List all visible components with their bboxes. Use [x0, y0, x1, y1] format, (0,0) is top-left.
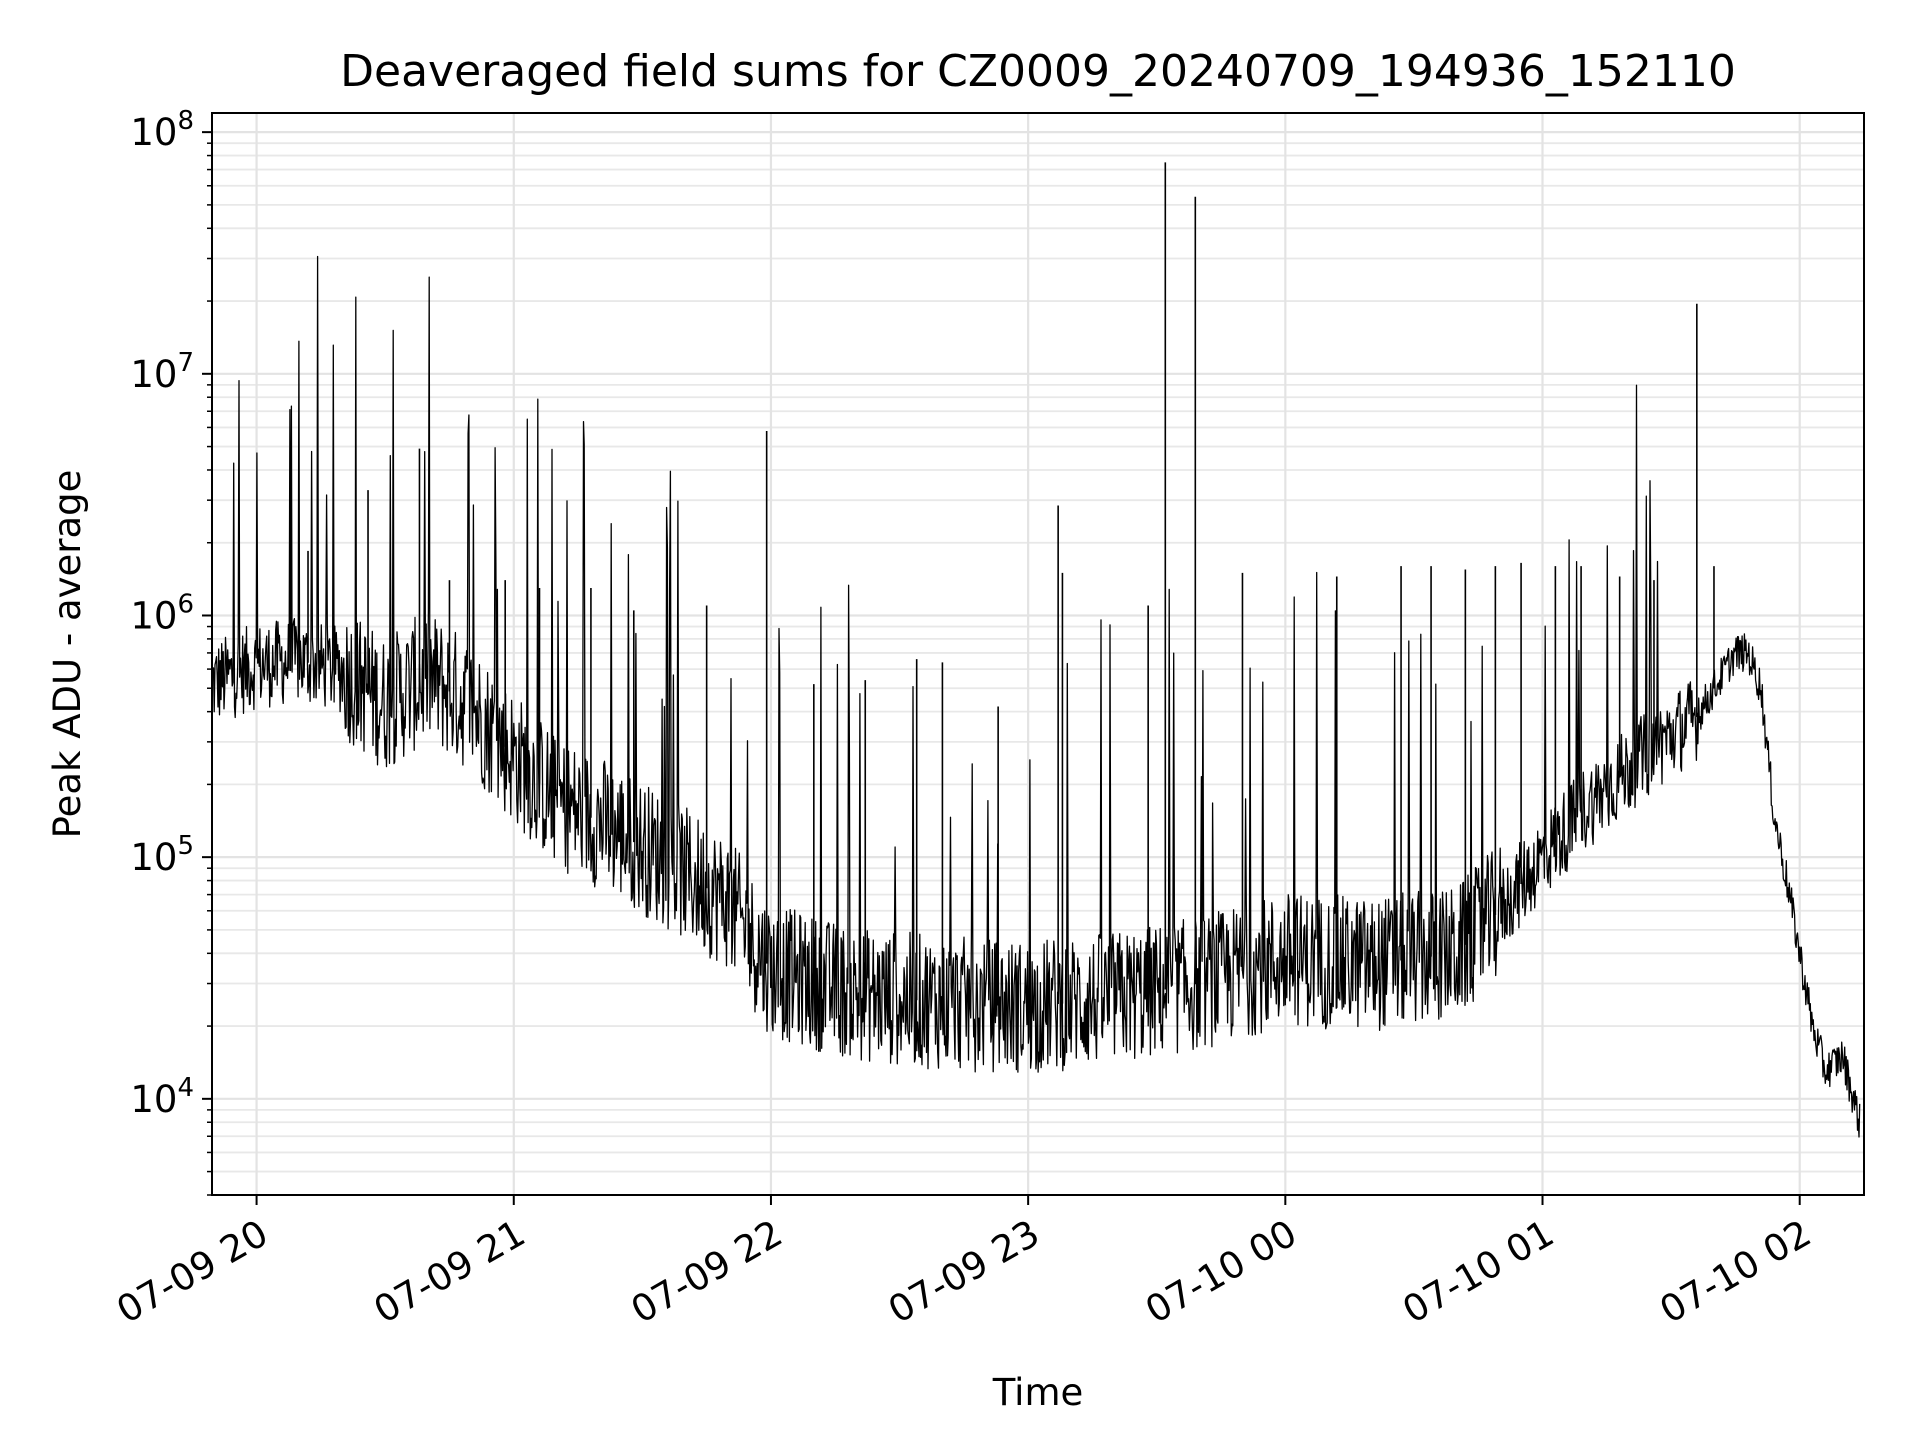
y-tick-label: 108 [130, 106, 194, 154]
x-tick-label: 07-10 02 [1653, 1212, 1819, 1332]
x-tick-label: 07-10 00 [1138, 1212, 1304, 1332]
plot-frame [211, 112, 1865, 1196]
x-tick-label: 07-09 20 [110, 1212, 276, 1332]
x-tick-label: 07-09 21 [367, 1212, 533, 1332]
y-tick-label: 104 [130, 1073, 194, 1121]
grid-minor [212, 142, 1864, 1196]
grid-major [212, 131, 1864, 1100]
chart-title: Deaveraged field sums for CZ0009_2024070… [340, 46, 1736, 97]
y-axis-label: Peak ADU - average [46, 470, 89, 839]
y-tick-label: 105 [130, 831, 194, 879]
x-axis: 07-09 20 07-09 21 07-09 22 07-09 23 07-10 00… [110, 1195, 1819, 1332]
x-tick-label: 07-10 01 [1395, 1212, 1561, 1332]
series-line [212, 255, 1861, 1138]
x-tick-label: 07-09 22 [624, 1212, 790, 1332]
x-axis-label: Time [992, 1371, 1084, 1414]
y-axis: 104 105 106 107 108 [130, 106, 212, 1196]
x-tick-label: 07-09 23 [881, 1212, 1047, 1332]
y-tick-label: 107 [130, 348, 194, 396]
spike-lines [307, 162, 1715, 1006]
y-tick-label: 106 [130, 589, 194, 637]
